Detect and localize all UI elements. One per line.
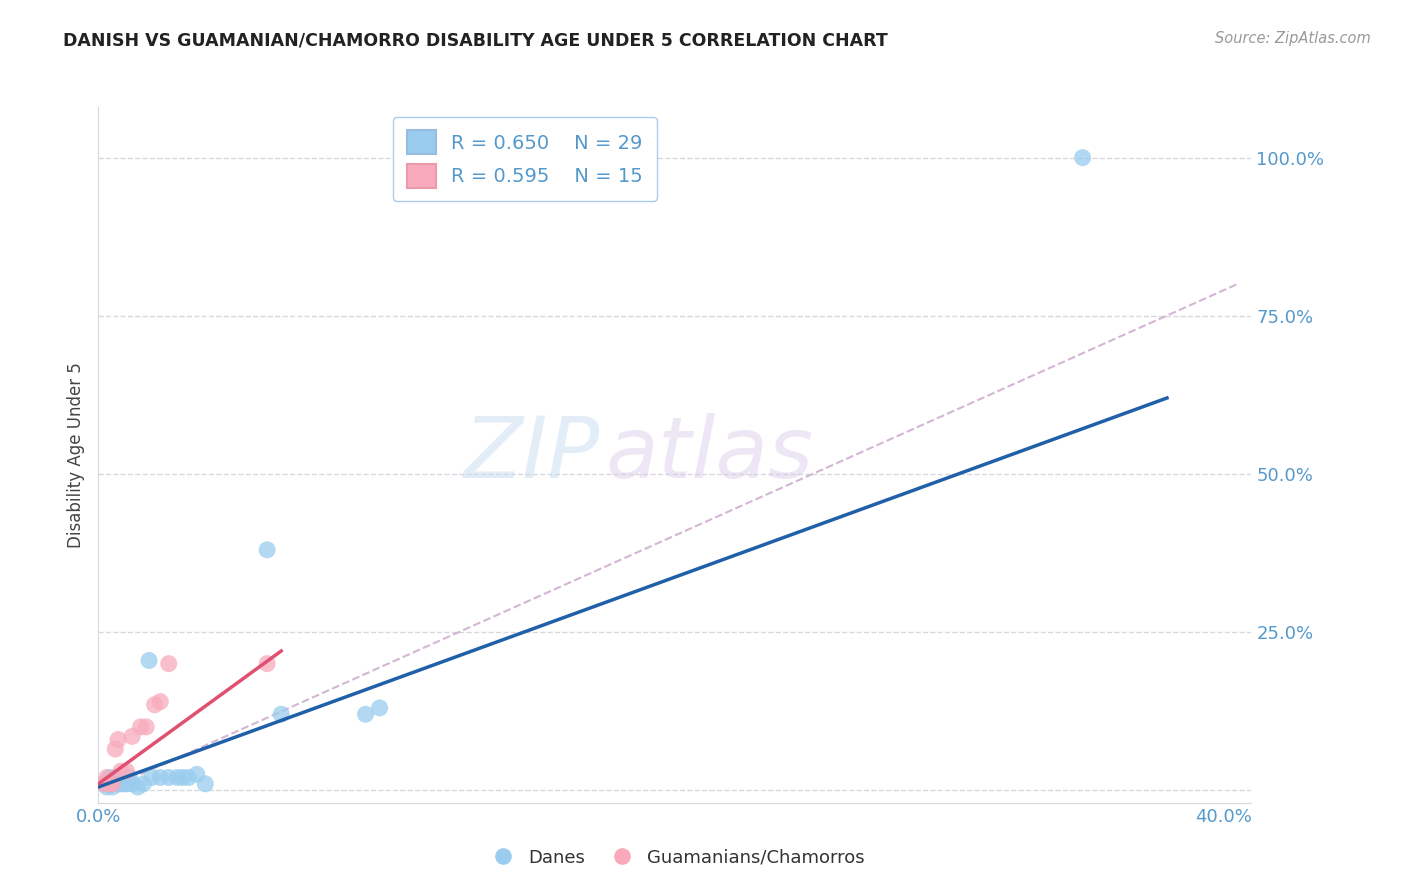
Point: [93, 777, 115, 791]
Text: DANISH VS GUAMANIAN/CHAMORRO DISABILITY AGE UNDER 5 CORRELATION CHART: DANISH VS GUAMANIAN/CHAMORRO DISABILITY …: [63, 31, 889, 49]
Point: [110, 764, 132, 779]
Point: [127, 780, 149, 794]
Point: [104, 771, 127, 785]
Point: [256, 657, 278, 671]
Point: [149, 695, 172, 709]
Point: [112, 777, 135, 791]
Point: [172, 771, 194, 785]
Text: ZIP: ZIP: [464, 413, 600, 497]
Point: [121, 730, 143, 744]
Point: [166, 771, 188, 785]
Point: [149, 771, 172, 785]
Point: [98, 777, 121, 791]
Point: [101, 780, 124, 794]
Y-axis label: Disability Age Under 5: Disability Age Under 5: [66, 362, 84, 548]
Point: [141, 771, 163, 785]
Point: [177, 771, 200, 785]
Text: Source: ZipAtlas.com: Source: ZipAtlas.com: [1215, 31, 1371, 46]
Point: [368, 701, 391, 715]
Point: [107, 777, 129, 791]
Point: [104, 742, 127, 756]
Legend: Danes, Guamanians/Chamorros: Danes, Guamanians/Chamorros: [478, 841, 872, 874]
Text: atlas: atlas: [606, 413, 814, 497]
Point: [93, 777, 115, 791]
Point: [129, 720, 152, 734]
Point: [256, 542, 278, 557]
Point: [138, 653, 160, 667]
Point: [194, 777, 217, 791]
Point: [98, 777, 121, 791]
Point: [101, 777, 124, 791]
Point: [354, 707, 377, 722]
Point: [157, 771, 180, 785]
Point: [110, 777, 132, 791]
Point: [98, 771, 121, 785]
Point: [107, 732, 129, 747]
Point: [132, 777, 155, 791]
Point: [101, 777, 124, 791]
Point: [135, 720, 157, 734]
Point: [96, 780, 118, 794]
Point: [121, 777, 143, 791]
Point: [96, 771, 118, 785]
Point: [186, 767, 208, 781]
Point: [118, 771, 141, 785]
Point: [143, 698, 166, 712]
Point: [1071, 151, 1094, 165]
Point: [270, 707, 292, 722]
Point: [157, 657, 180, 671]
Point: [115, 764, 138, 779]
Point: [115, 777, 138, 791]
